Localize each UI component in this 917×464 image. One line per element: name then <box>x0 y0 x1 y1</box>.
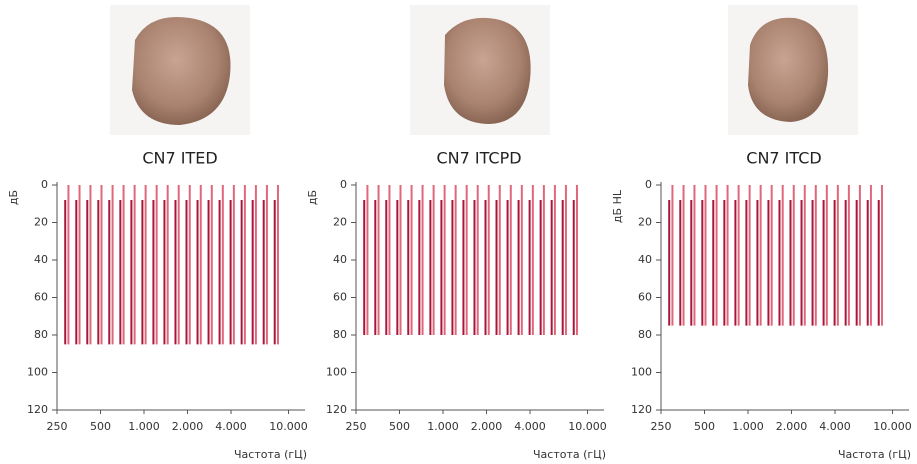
y-tick-label: 80 <box>638 328 652 341</box>
x-tick-label: 2.000 <box>471 420 503 433</box>
y-axis-label: дБ HL <box>611 189 624 223</box>
y-tick-label: 0 <box>645 178 652 191</box>
x-tick-label: 2.000 <box>172 420 204 433</box>
x-tick-label: 10.000 <box>269 420 308 433</box>
y-tick-label: 0 <box>41 178 48 191</box>
y-tick-label: 80 <box>34 328 48 341</box>
y-tick-label: 20 <box>34 216 48 229</box>
x-tick-label: 4.000 <box>215 420 247 433</box>
x-tick-label: 4.000 <box>819 420 851 433</box>
product-image <box>444 17 531 124</box>
x-tick-label: 500 <box>90 420 111 433</box>
y-tick-label: 120 <box>631 403 652 416</box>
chart-title: CN7 ITCPD <box>436 149 521 168</box>
y-tick-label: 100 <box>326 366 347 379</box>
product-image <box>132 16 231 125</box>
y-tick-label: 0 <box>340 178 347 191</box>
x-tick-label: 250 <box>47 420 68 433</box>
y-axis-label: дБ <box>306 190 319 205</box>
y-tick-label: 100 <box>631 366 652 379</box>
x-axis-label: Частота (гЦ) <box>234 448 307 461</box>
product-image <box>748 17 829 122</box>
y-tick-label: 20 <box>638 216 652 229</box>
x-tick-label: 10.000 <box>568 420 607 433</box>
x-tick-label: 250 <box>651 420 672 433</box>
y-tick-label: 40 <box>333 253 347 266</box>
y-tick-label: 60 <box>34 291 48 304</box>
x-tick-label: 500 <box>694 420 715 433</box>
y-tick-label: 60 <box>333 291 347 304</box>
chart-title: CN7 ITCD <box>746 149 821 168</box>
x-tick-label: 1.000 <box>732 420 764 433</box>
y-tick-label: 80 <box>333 328 347 341</box>
x-tick-label: 4.000 <box>514 420 546 433</box>
x-axis-label: Частота (гЦ) <box>533 448 606 461</box>
x-tick-label: 250 <box>346 420 367 433</box>
y-axis-label: дБ <box>7 190 20 205</box>
y-tick-label: 40 <box>638 253 652 266</box>
x-tick-label: 2.000 <box>776 420 808 433</box>
y-tick-label: 100 <box>27 366 48 379</box>
x-tick-label: 500 <box>389 420 410 433</box>
y-tick-label: 120 <box>27 403 48 416</box>
y-tick-label: 120 <box>326 403 347 416</box>
x-tick-label: 1.000 <box>427 420 459 433</box>
x-tick-label: 1.000 <box>128 420 160 433</box>
y-tick-label: 40 <box>34 253 48 266</box>
chart-title: CN7 ITED <box>142 149 217 168</box>
x-axis-label: Частота (гЦ) <box>838 448 911 461</box>
x-tick-label: 10.000 <box>873 420 912 433</box>
product-images <box>110 5 858 135</box>
y-tick-label: 60 <box>638 291 652 304</box>
y-tick-label: 20 <box>333 216 347 229</box>
